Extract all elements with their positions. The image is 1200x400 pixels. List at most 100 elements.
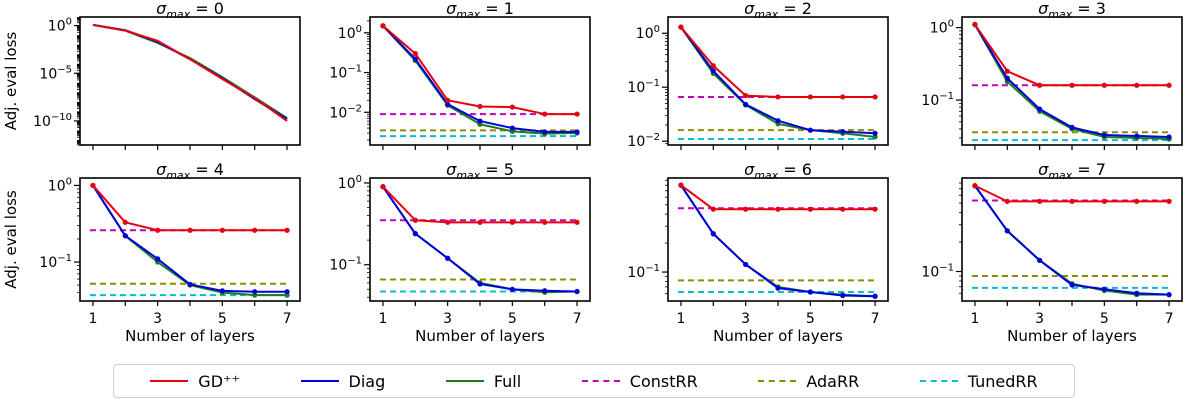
plot-area xyxy=(379,184,581,295)
legend: GD⁺⁺ Diag Full ConstRR AdaRR TunedRR xyxy=(113,364,1075,398)
y-tick-label: 10−1 xyxy=(921,263,954,281)
y-tick-label: 100 xyxy=(636,24,660,42)
y-tick-label: 10−1 xyxy=(627,263,660,281)
legend-item-full: Full xyxy=(445,372,521,391)
y-axis-label: Adj. eval loss xyxy=(2,190,20,289)
point-gdpp xyxy=(972,183,978,189)
plot-area xyxy=(89,182,291,298)
legend-item-diag: Diag xyxy=(300,372,385,391)
point-gdpp xyxy=(445,219,451,225)
point-gdpp xyxy=(477,219,483,225)
legend-item-adarr: AdaRR xyxy=(758,372,859,391)
point-gdpp xyxy=(380,23,386,29)
series-line-gdpp xyxy=(92,23,288,122)
point-diag xyxy=(1101,286,1107,292)
point-gdpp xyxy=(542,219,548,225)
point-gdpp xyxy=(710,206,716,212)
x-tick-label: 5 xyxy=(1100,311,1109,327)
point-diag xyxy=(807,289,813,295)
point-gdpp xyxy=(710,63,716,69)
point-diag xyxy=(872,293,878,299)
point-gdpp xyxy=(542,111,548,117)
point-gdpp xyxy=(445,97,451,103)
y-tick-label: 100 xyxy=(338,24,362,42)
y-tick-label: 10−1 xyxy=(39,253,72,271)
series-line-full xyxy=(382,186,578,294)
point-gdpp xyxy=(840,206,846,212)
x-axis-label: Number of layers xyxy=(125,327,255,345)
axes-frame xyxy=(369,16,591,146)
chart-panel-0: σmax = 0 100 10−5 10−10 Adj. eval loss xyxy=(2,0,301,150)
point-gdpp xyxy=(90,182,96,189)
point-diag xyxy=(710,68,716,74)
point-gdpp xyxy=(1069,82,1075,88)
x-tick-label: 1 xyxy=(676,311,685,327)
point-diag xyxy=(743,261,749,268)
axes-frame xyxy=(961,16,1183,146)
chart-panel-2: σmax = 2 100 10−1 10−2 xyxy=(627,0,889,150)
legend-item-constrr: ConstRR xyxy=(581,371,698,391)
point-gdpp xyxy=(122,219,128,225)
point-diag xyxy=(1134,133,1140,139)
point-gdpp xyxy=(574,111,580,117)
axes-frame xyxy=(79,177,301,302)
legend-label: TunedRR xyxy=(967,371,1038,391)
point-diag xyxy=(122,233,128,239)
y-tick-label: 10−10 xyxy=(33,112,72,130)
point-diag xyxy=(542,129,548,135)
point-gdpp xyxy=(380,184,386,190)
point-diag xyxy=(542,288,548,294)
y-tick-label: 10−1 xyxy=(921,91,954,109)
point-diag xyxy=(1166,292,1172,298)
legend-label: ConstRR xyxy=(629,371,698,391)
point-gdpp xyxy=(252,227,258,233)
point-gdpp xyxy=(807,206,813,212)
series-line-diag xyxy=(974,24,1170,138)
point-gdpp xyxy=(155,227,161,233)
panel-title: σmax = 0 xyxy=(156,0,224,21)
point-diag xyxy=(155,256,161,262)
legend-label: GD⁺⁺ xyxy=(198,371,240,391)
point-diag xyxy=(1101,132,1107,138)
series-line-diag xyxy=(92,23,288,121)
legend-swatch xyxy=(919,380,958,382)
series-line-full xyxy=(92,23,288,119)
point-gdpp xyxy=(1166,198,1172,204)
axes-frame xyxy=(961,177,1183,302)
series-line-gdpp xyxy=(680,26,876,98)
point-gdpp xyxy=(1134,198,1140,204)
point-gdpp xyxy=(509,219,515,225)
y-tick-label: 100 xyxy=(48,17,72,35)
point-gdpp xyxy=(872,94,878,100)
axes-frame xyxy=(667,16,889,146)
series-line-gdpp xyxy=(382,186,578,224)
x-tick-label: 5 xyxy=(508,311,517,327)
point-diag xyxy=(445,101,451,107)
point-diag xyxy=(1069,124,1075,130)
y-tick-label: 100 xyxy=(338,174,362,192)
legend-swatch xyxy=(150,380,189,382)
plot-area xyxy=(971,183,1173,298)
y-tick-label: 10−1 xyxy=(329,64,362,82)
point-diag xyxy=(574,288,580,295)
panel-title: σmax = 3 xyxy=(1038,0,1106,21)
point-diag xyxy=(1134,290,1140,296)
x-tick-label: 7 xyxy=(871,311,880,327)
legend-item-tunedrr: TunedRR xyxy=(919,371,1038,391)
point-gdpp xyxy=(219,227,225,233)
chart-panel-1: σmax = 1 100 10−1 10−2 xyxy=(329,0,591,150)
series-line-full xyxy=(92,184,288,297)
plot-area xyxy=(92,23,288,122)
point-diag xyxy=(445,255,451,261)
y-tick-label: 10−2 xyxy=(627,132,660,150)
point-gdpp xyxy=(412,50,418,57)
point-diag xyxy=(775,285,781,291)
point-diag xyxy=(840,292,846,299)
point-diag xyxy=(574,129,580,135)
point-diag xyxy=(1037,106,1043,112)
series-line-diag xyxy=(382,186,578,293)
plot-area xyxy=(379,23,581,138)
x-axis-label: Number of layers xyxy=(713,327,843,345)
panel-title: σmax = 1 xyxy=(446,0,514,21)
